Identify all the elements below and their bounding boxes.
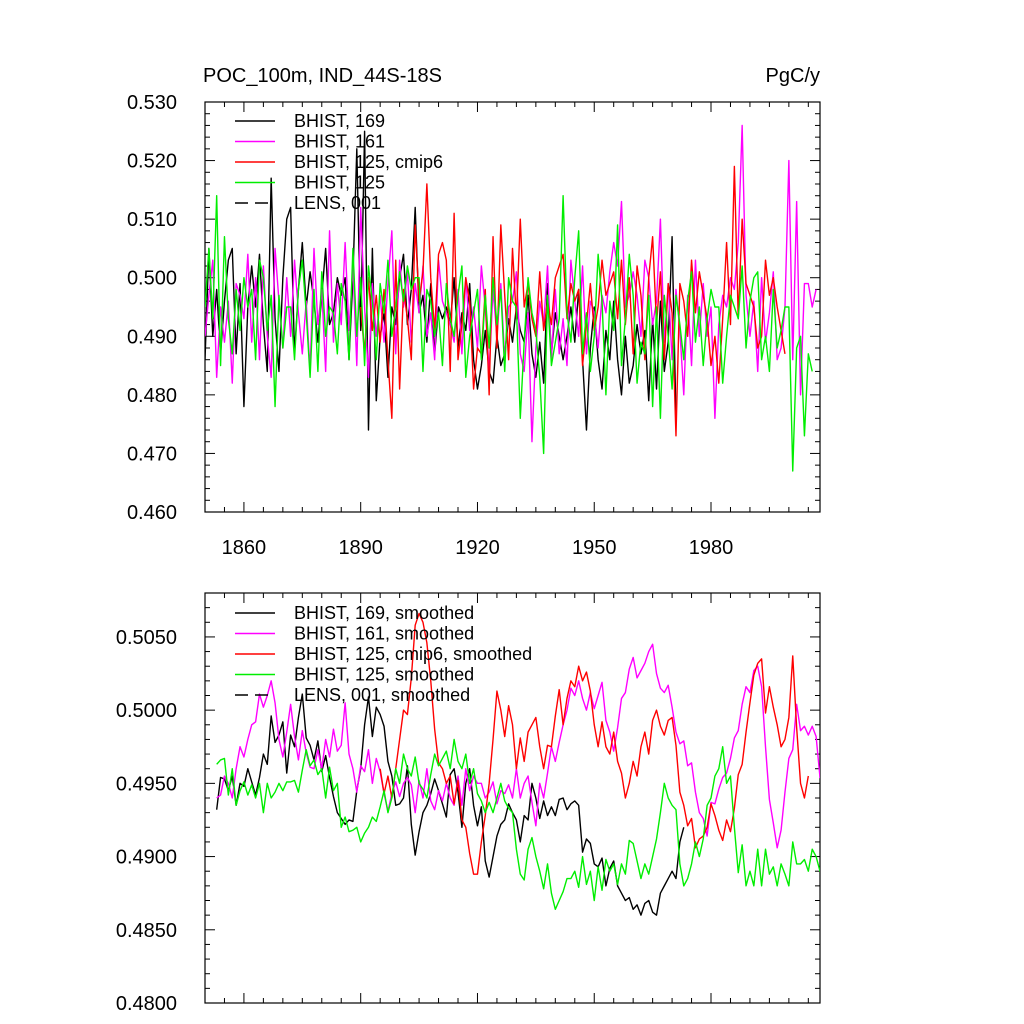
x-tick-label: 1950: [572, 537, 617, 559]
legend-label: LENS, 001: [294, 193, 381, 213]
y-tick-label: 0.530: [127, 92, 177, 114]
y-tick-label: 0.5050: [116, 627, 177, 649]
bottom-panel: 0.4800 0.4850 0.4900 0.4950 0.5000 0.5050 BHIS…: [116, 592, 821, 1015]
legend-label: BHIST, 161: [294, 132, 385, 152]
x-tick-label: 1860: [222, 537, 267, 559]
y-tick-label: 0.5000: [116, 700, 177, 722]
y-tick-label: 0.500: [127, 268, 177, 290]
y-tick-label: 0.460: [127, 502, 177, 524]
series-line-bhist-125-cmip6: [360, 165, 786, 437]
y-tick-label: 0.4950: [116, 773, 177, 795]
legend-label: BHIST, 125, cmip6, smoothed: [294, 644, 532, 664]
legend-label: BHIST, 169: [294, 111, 385, 131]
y-tick-label: 0.490: [127, 326, 177, 348]
x-tick-label: 1920: [455, 537, 500, 559]
legend-label: BHIST, 161, smoothed: [294, 624, 474, 644]
y-tick-label: 0.480: [127, 385, 177, 407]
y-tick-label: 0.4900: [116, 847, 177, 869]
y-tick-label: 0.470: [127, 443, 177, 465]
series-line-bhist-161-smoothed: [216, 643, 820, 849]
y-tick-label: 0.510: [127, 209, 177, 231]
series-line-bhist-125-cmip6-smoothed: [379, 612, 810, 875]
legend-label: LENS, 001, smoothed: [294, 685, 470, 705]
series-line-bhist-125: [205, 195, 813, 472]
y-tick-label: 0.520: [127, 151, 177, 173]
legend-label: BHIST, 125, smoothed: [294, 665, 474, 685]
legend-label: BHIST, 125: [294, 173, 385, 193]
top-panel: 0.460 0.470 0.480 0.490 0.500 0.510 0.520 0.530…: [127, 92, 821, 559]
y-tick-label: 0.4800: [116, 993, 177, 1015]
chart-units: PgC/y: [766, 65, 820, 87]
series-line-bhist-125-smoothed: [216, 738, 820, 910]
x-tick-label: 1890: [338, 537, 383, 559]
legend-label: BHIST, 125, cmip6: [294, 152, 443, 172]
legend-label: BHIST, 169, smoothed: [294, 603, 474, 623]
series-line-bhist-169: [205, 130, 677, 431]
series-line-bhist-169-smoothed: [215, 693, 685, 916]
x-tick-label: 1980: [689, 537, 734, 559]
chart-title: POC_100m, IND_44S-18S: [203, 65, 442, 87]
y-tick-label: 0.4850: [116, 920, 177, 942]
